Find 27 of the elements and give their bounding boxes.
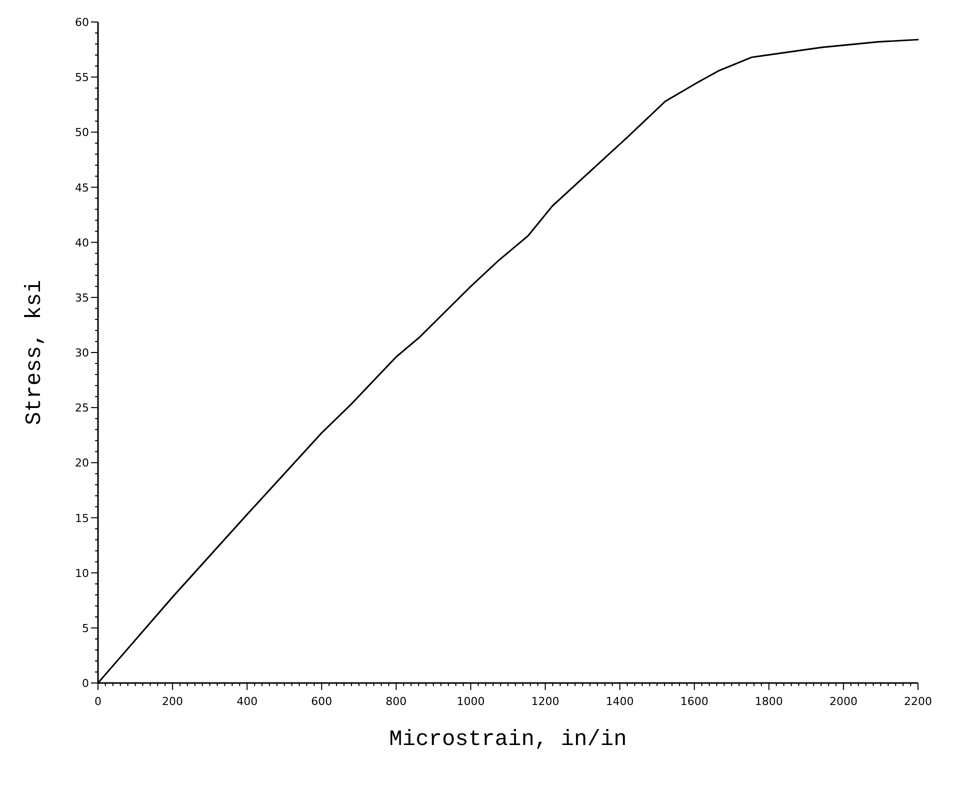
x-tick-label: 2000 xyxy=(829,695,858,708)
x-tick-label: 0 xyxy=(94,695,102,708)
y-tick-label: 55 xyxy=(75,71,89,84)
y-tick-label: 10 xyxy=(75,566,89,580)
x-axis-title: Microstrain, in/in xyxy=(389,727,627,752)
y-tick-label: 40 xyxy=(75,236,89,250)
y-tick-label: 45 xyxy=(75,181,89,194)
y-tick-label: 20 xyxy=(75,456,89,470)
y-tick-label: 0 xyxy=(82,677,89,690)
x-tick-label: 1400 xyxy=(606,695,634,708)
y-tick-label: 5 xyxy=(82,622,89,635)
x-tick-label: 1600 xyxy=(680,695,708,708)
y-tick-label: 60 xyxy=(75,16,89,29)
x-tick-label: 1000 xyxy=(456,695,485,708)
y-tick-label: 35 xyxy=(75,291,89,304)
x-tick-label: 2200 xyxy=(904,695,932,708)
x-tick-label: 200 xyxy=(162,695,184,708)
x-tick-label: 600 xyxy=(311,695,332,708)
x-tick-label: 400 xyxy=(236,695,258,708)
y-tick-label: 25 xyxy=(75,402,89,415)
x-tick-label: 800 xyxy=(386,695,407,708)
y-tick-label: 50 xyxy=(75,126,89,140)
y-axis-title: Stress, ksi xyxy=(22,280,47,426)
x-tick-label: 1200 xyxy=(531,695,560,708)
y-tick-label: 30 xyxy=(75,346,89,360)
y-tick-label: 15 xyxy=(75,512,89,525)
x-tick-label: 1800 xyxy=(754,695,783,708)
